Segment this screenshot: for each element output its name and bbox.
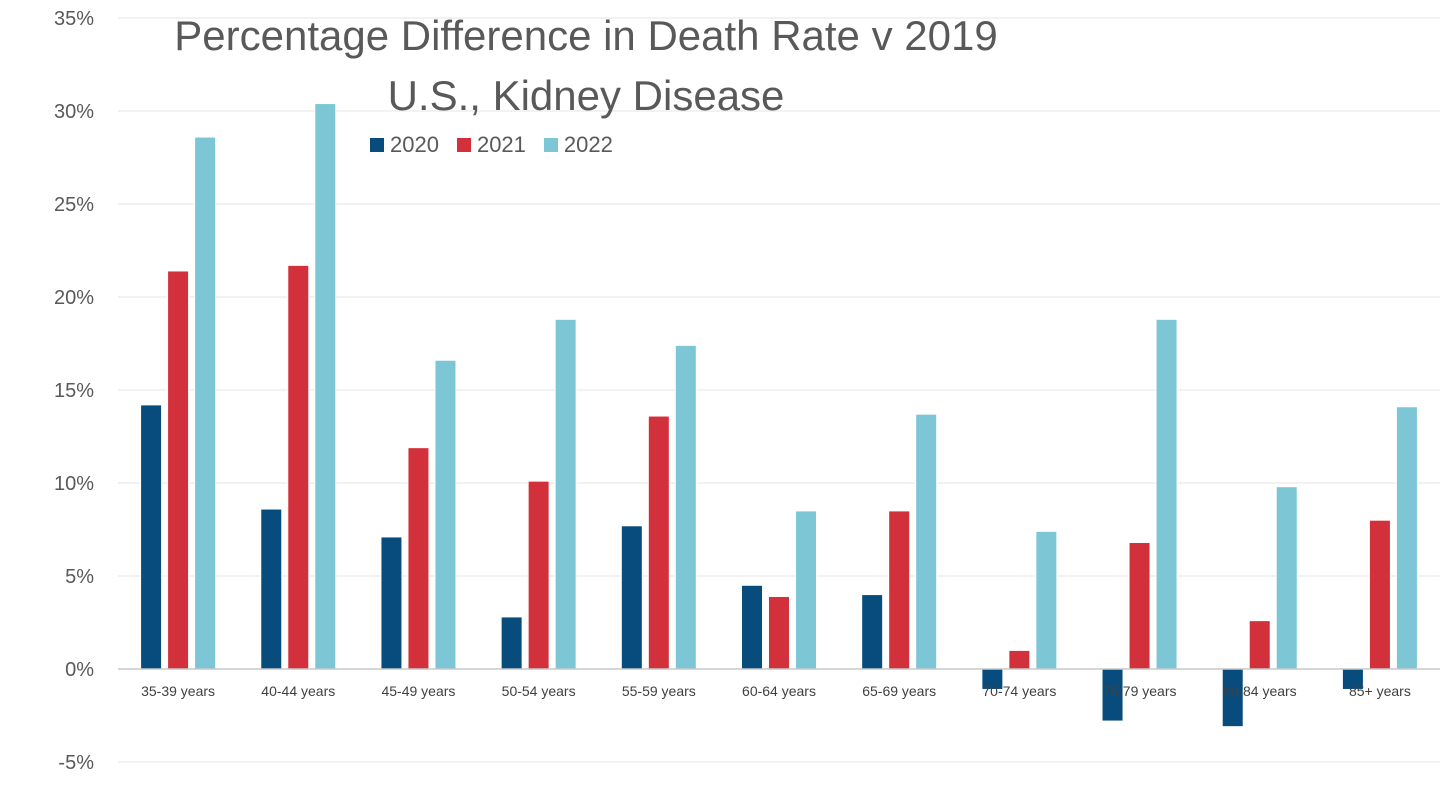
x-tick-label: 40-44 years (261, 683, 335, 699)
bar-2022-55-59-years (674, 344, 697, 670)
bar-2021-75-79-years (1128, 542, 1151, 670)
x-tick-label: 75-79 years (1103, 683, 1177, 699)
legend-swatch-2022 (543, 138, 558, 152)
bar-2021-55-59-years (647, 415, 670, 670)
x-axis-ticks: 35-39 years 40-44 years 45-49 years 50-54 y… (141, 683, 1411, 699)
y-tick-label: 15% (54, 380, 94, 402)
x-tick-label: 70-74 years (982, 683, 1056, 699)
bar-2022-45-49-years (434, 359, 457, 670)
y-tick-label: 10% (54, 473, 94, 495)
bar-2020-65-69-years (861, 594, 884, 670)
legend-label-2020: 2020 (390, 132, 439, 157)
bar-2022-65-69-years (915, 413, 938, 670)
bar-2022-85-years (1395, 406, 1418, 670)
bar-2021-65-69-years (888, 510, 911, 670)
y-tick-label: 20% (54, 287, 94, 309)
y-tick-label: 30% (54, 101, 94, 123)
bar-2022-50-54-years (554, 318, 577, 670)
bar-2021-60-64-years (768, 595, 790, 670)
bar-2021-35-39-years (167, 270, 190, 670)
bar-2022-80-84-years (1275, 486, 1298, 670)
y-axis-ticks: 35% 30% 25% 20% 15% 10% 5% 0% -5% (54, 8, 94, 774)
bar-2020-45-49-years (380, 536, 403, 670)
x-tick-label: 45-49 years (381, 683, 455, 699)
bar-2021-70-74-years (1008, 649, 1031, 670)
bar-2021-80-84-years (1248, 620, 1271, 670)
x-tick-label: 80-84 years (1223, 683, 1297, 699)
legend-label-2021: 2021 (476, 132, 526, 157)
bar-2020-35-39-years (140, 404, 163, 670)
bar-2020-60-64-years (741, 584, 763, 670)
legend-item-2020: 2020 (370, 132, 439, 158)
x-tick-label: 85+ years (1349, 683, 1411, 699)
legend-item-2021: 2021 (456, 132, 526, 158)
legend: 2020 2021 2022 (370, 132, 613, 158)
legend-swatch-2020 (370, 138, 384, 152)
legend-item-2022: 2022 (543, 132, 613, 158)
bar-2021-85-years (1368, 519, 1391, 670)
y-tick-label: 25% (54, 194, 94, 216)
x-tick-label: 55-59 years (622, 683, 696, 699)
x-tick-label: 50-54 years (502, 683, 576, 699)
y-tick-label: 0% (65, 659, 94, 681)
bar-2022-60-64-years (795, 510, 817, 670)
bar-2021-50-54-years (527, 480, 550, 670)
bar-2020-50-54-years (500, 616, 523, 670)
y-tick-label: 35% (54, 8, 94, 30)
bar-2021-45-49-years (407, 447, 430, 670)
x-tick-label: 65-69 years (862, 683, 936, 699)
bar-2022-40-44-years (314, 103, 337, 670)
y-tick-label: 5% (65, 566, 94, 588)
x-tick-label: 60-64 years (742, 683, 816, 699)
bar-2020-40-44-years (260, 508, 283, 670)
legend-swatch-2021 (456, 138, 471, 152)
chart-title: Percentage Difference in Death Rate v 20… (174, 12, 998, 59)
y-tick-label: -5% (58, 752, 94, 774)
legend-label-2022: 2022 (563, 132, 613, 157)
x-tick-label: 35-39 years (141, 683, 215, 699)
bar-2022-35-39-years (194, 136, 217, 670)
bar-2021-40-44-years (287, 264, 310, 670)
gridlines (118, 17, 1440, 763)
bar-2020-55-59-years (620, 525, 643, 670)
bar-2022-70-74-years (1035, 530, 1058, 670)
chart-subtitle: U.S., Kidney Disease (387, 72, 785, 119)
bars (140, 103, 1418, 728)
bar-2022-75-79-years (1155, 318, 1178, 670)
